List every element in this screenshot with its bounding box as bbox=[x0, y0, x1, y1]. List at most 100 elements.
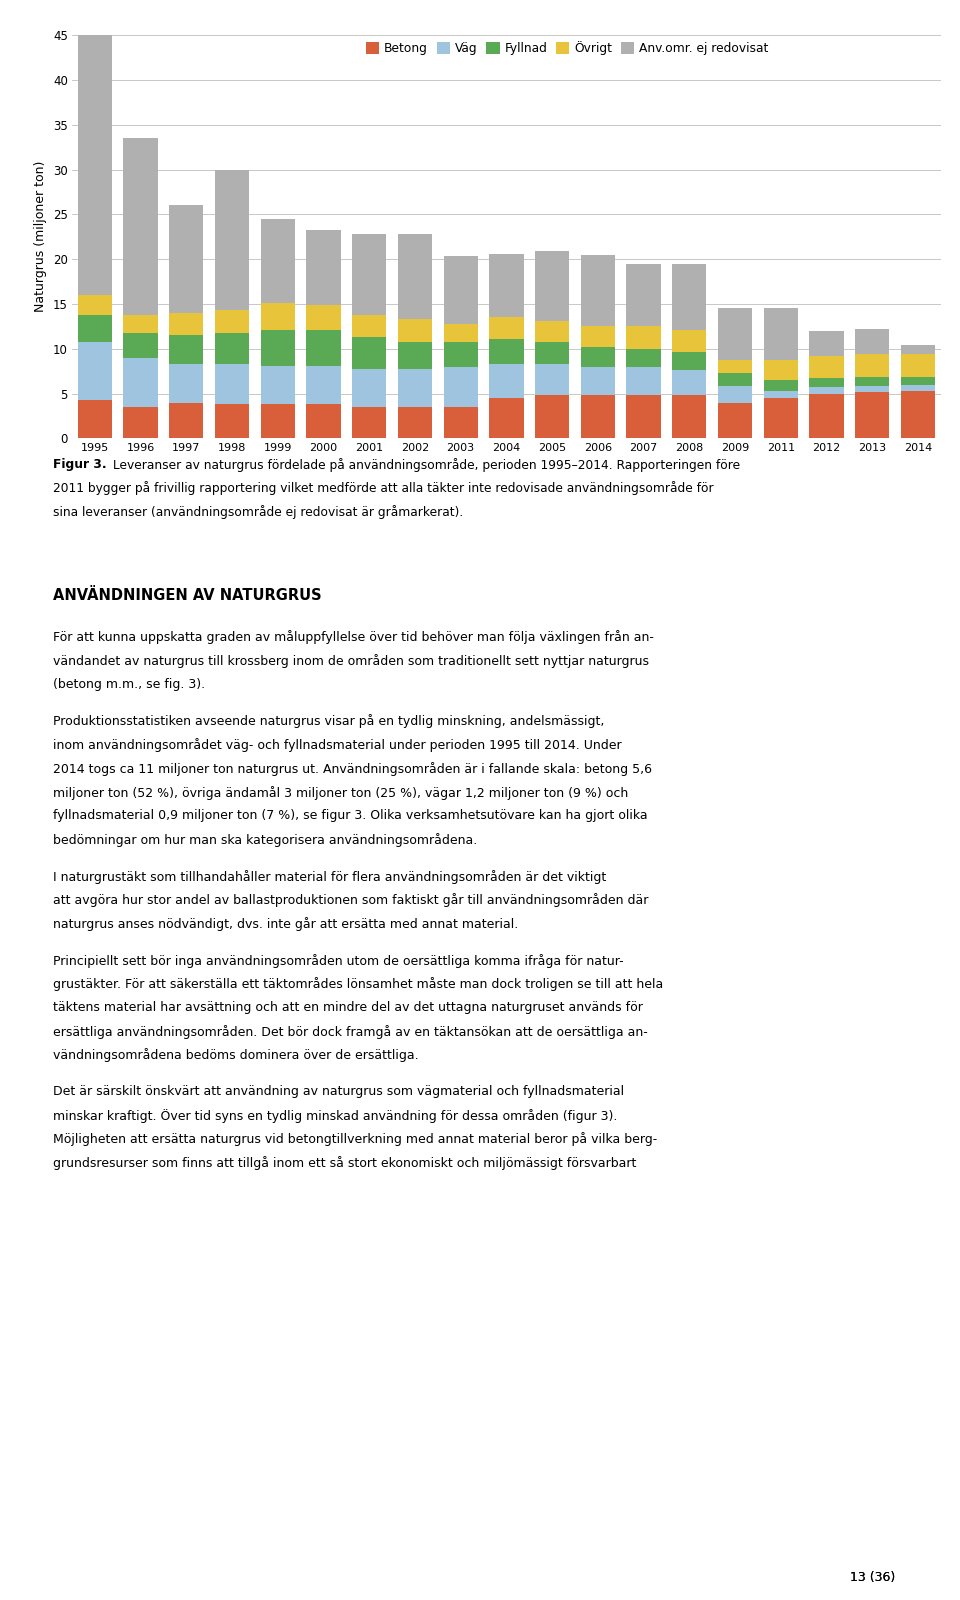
Bar bbox=[352, 406, 386, 438]
Bar bbox=[627, 366, 660, 395]
Bar bbox=[581, 326, 615, 347]
Text: Leveranser av naturgrus fördelade på användningsområde, perioden 1995–2014. Rapp: Leveranser av naturgrus fördelade på anv… bbox=[109, 458, 740, 472]
Bar bbox=[444, 406, 478, 438]
Text: vändandet av naturgrus till krossberg inom de områden som traditionellt sett nyt: vändandet av naturgrus till krossberg in… bbox=[53, 654, 649, 669]
Text: 13 (36): 13 (36) bbox=[850, 1571, 895, 1584]
Bar bbox=[444, 366, 478, 406]
Bar bbox=[900, 384, 935, 390]
Text: Figur 3.: Figur 3. bbox=[53, 458, 107, 470]
Text: minskar kraftigt. Över tid syns en tydlig minskad användning för dessa områden (: minskar kraftigt. Över tid syns en tydli… bbox=[53, 1109, 617, 1123]
Bar bbox=[397, 234, 432, 320]
Bar bbox=[763, 381, 798, 390]
Bar bbox=[215, 365, 250, 405]
Bar bbox=[809, 387, 844, 394]
Bar bbox=[900, 376, 935, 384]
Bar bbox=[444, 256, 478, 323]
Bar bbox=[352, 338, 386, 368]
Text: Det är särskilt önskvärt att användning av naturgrus som vägmaterial och fyllnad: Det är särskilt önskvärt att användning … bbox=[53, 1085, 624, 1098]
Bar bbox=[124, 358, 157, 406]
Bar bbox=[169, 365, 204, 403]
Text: grundsresurser som finns att tillgå inom ett så stort ekonomiskt och miljömässig: grundsresurser som finns att tillgå inom… bbox=[53, 1157, 636, 1170]
Bar bbox=[718, 373, 753, 387]
Text: vändningsområdena bedöms dominera över de ersättliga.: vändningsområdena bedöms dominera över d… bbox=[53, 1048, 419, 1062]
Text: miljoner ton (52 %), övriga ändamål 3 miljoner ton (25 %), vägar 1,2 miljoner to: miljoner ton (52 %), övriga ändamål 3 mi… bbox=[53, 786, 628, 800]
Bar bbox=[627, 395, 660, 438]
Bar bbox=[490, 254, 523, 317]
Bar bbox=[627, 264, 660, 326]
Text: naturgrus anses nödvändigt, dvs. inte går att ersätta med annat material.: naturgrus anses nödvändigt, dvs. inte gå… bbox=[53, 917, 518, 931]
Bar bbox=[490, 317, 523, 339]
Bar bbox=[900, 390, 935, 438]
Text: ersättliga användningsområden. Det bör dock framgå av en täktansökan att de oers: ersättliga användningsområden. Det bör d… bbox=[53, 1024, 648, 1038]
Text: grustäkter. För att säkerställa ett täktområdes lönsamhet måste man dock trolige: grustäkter. För att säkerställa ett täkt… bbox=[53, 978, 663, 992]
Bar bbox=[855, 354, 889, 376]
Bar bbox=[855, 330, 889, 354]
Bar bbox=[855, 376, 889, 386]
Bar bbox=[718, 360, 753, 373]
Text: 13 (36): 13 (36) bbox=[850, 1571, 895, 1584]
Bar bbox=[763, 360, 798, 381]
Bar bbox=[352, 234, 386, 315]
Bar bbox=[397, 342, 432, 368]
Bar bbox=[809, 355, 844, 378]
Bar bbox=[444, 323, 478, 342]
Bar bbox=[169, 336, 204, 365]
Bar bbox=[78, 294, 112, 315]
Legend: Betong, Väg, Fyllnad, Övrigt, Anv.omr. ej redovisat: Betong, Väg, Fyllnad, Övrigt, Anv.omr. e… bbox=[366, 42, 769, 56]
Bar bbox=[260, 366, 295, 405]
Bar bbox=[763, 398, 798, 438]
Bar bbox=[306, 230, 341, 306]
Bar bbox=[169, 403, 204, 438]
Text: 2011 bygger på frivillig rapportering vilket medförde att alla täkter inte redov: 2011 bygger på frivillig rapportering vi… bbox=[53, 482, 713, 496]
Bar bbox=[809, 331, 844, 355]
Text: fyllnadsmaterial 0,9 miljoner ton (7 %), se figur 3. Olika verksamhetsutövare ka: fyllnadsmaterial 0,9 miljoner ton (7 %),… bbox=[53, 810, 647, 822]
Bar bbox=[535, 365, 569, 395]
Text: I naturgrustäkt som tillhandahåller material för flera användningsområden är det: I naturgrustäkt som tillhandahåller mate… bbox=[53, 870, 606, 883]
Bar bbox=[260, 302, 295, 330]
Bar bbox=[581, 366, 615, 395]
Bar bbox=[855, 386, 889, 392]
Bar bbox=[855, 392, 889, 438]
Bar bbox=[306, 405, 341, 438]
Text: Principiellt sett bör inga användningsområden utom de oersättliga komma ifråga f: Principiellt sett bör inga användningsom… bbox=[53, 954, 623, 968]
Bar bbox=[581, 254, 615, 326]
Bar bbox=[809, 378, 844, 387]
Text: att avgöra hur stor andel av ballastproduktionen som faktiskt går till användnin: att avgöra hur stor andel av ballastprod… bbox=[53, 893, 648, 907]
Text: täktens material har avsättning och att en mindre del av det uttagna naturgruset: täktens material har avsättning och att … bbox=[53, 1002, 642, 1014]
Bar bbox=[215, 170, 250, 310]
Text: För att kunna uppskatta graden av måluppfyllelse över tid behöver man följa växl: För att kunna uppskatta graden av målupp… bbox=[53, 630, 654, 645]
Bar bbox=[260, 330, 295, 366]
Bar bbox=[124, 333, 157, 358]
Bar bbox=[535, 342, 569, 365]
Bar bbox=[78, 35, 112, 294]
Bar bbox=[78, 400, 112, 438]
Bar bbox=[78, 315, 112, 342]
Bar bbox=[672, 330, 707, 352]
Bar bbox=[215, 310, 250, 333]
Text: (betong m.m., se fig. 3).: (betong m.m., se fig. 3). bbox=[53, 678, 204, 691]
Text: Produktionsstatistiken avseende naturgrus visar på en tydlig minskning, andelsmä: Produktionsstatistiken avseende naturgru… bbox=[53, 715, 604, 728]
Bar bbox=[397, 368, 432, 406]
Bar bbox=[169, 314, 204, 336]
Bar bbox=[900, 354, 935, 376]
Bar bbox=[306, 366, 341, 405]
Bar bbox=[397, 320, 432, 342]
Bar bbox=[763, 309, 798, 360]
Bar bbox=[260, 219, 295, 302]
Bar bbox=[124, 138, 157, 315]
Bar bbox=[215, 333, 250, 365]
Bar bbox=[124, 406, 157, 438]
Bar bbox=[78, 342, 112, 400]
Bar bbox=[535, 395, 569, 438]
Bar bbox=[763, 390, 798, 398]
Bar bbox=[535, 251, 569, 322]
Bar bbox=[581, 347, 615, 366]
Bar bbox=[672, 395, 707, 438]
Bar bbox=[809, 394, 844, 438]
Bar bbox=[306, 306, 341, 330]
Bar bbox=[490, 398, 523, 438]
Text: bedömningar om hur man ska kategorisera användningsområdena.: bedömningar om hur man ska kategorisera … bbox=[53, 834, 477, 846]
Bar bbox=[627, 349, 660, 366]
Bar bbox=[627, 326, 660, 349]
Bar bbox=[672, 370, 707, 395]
